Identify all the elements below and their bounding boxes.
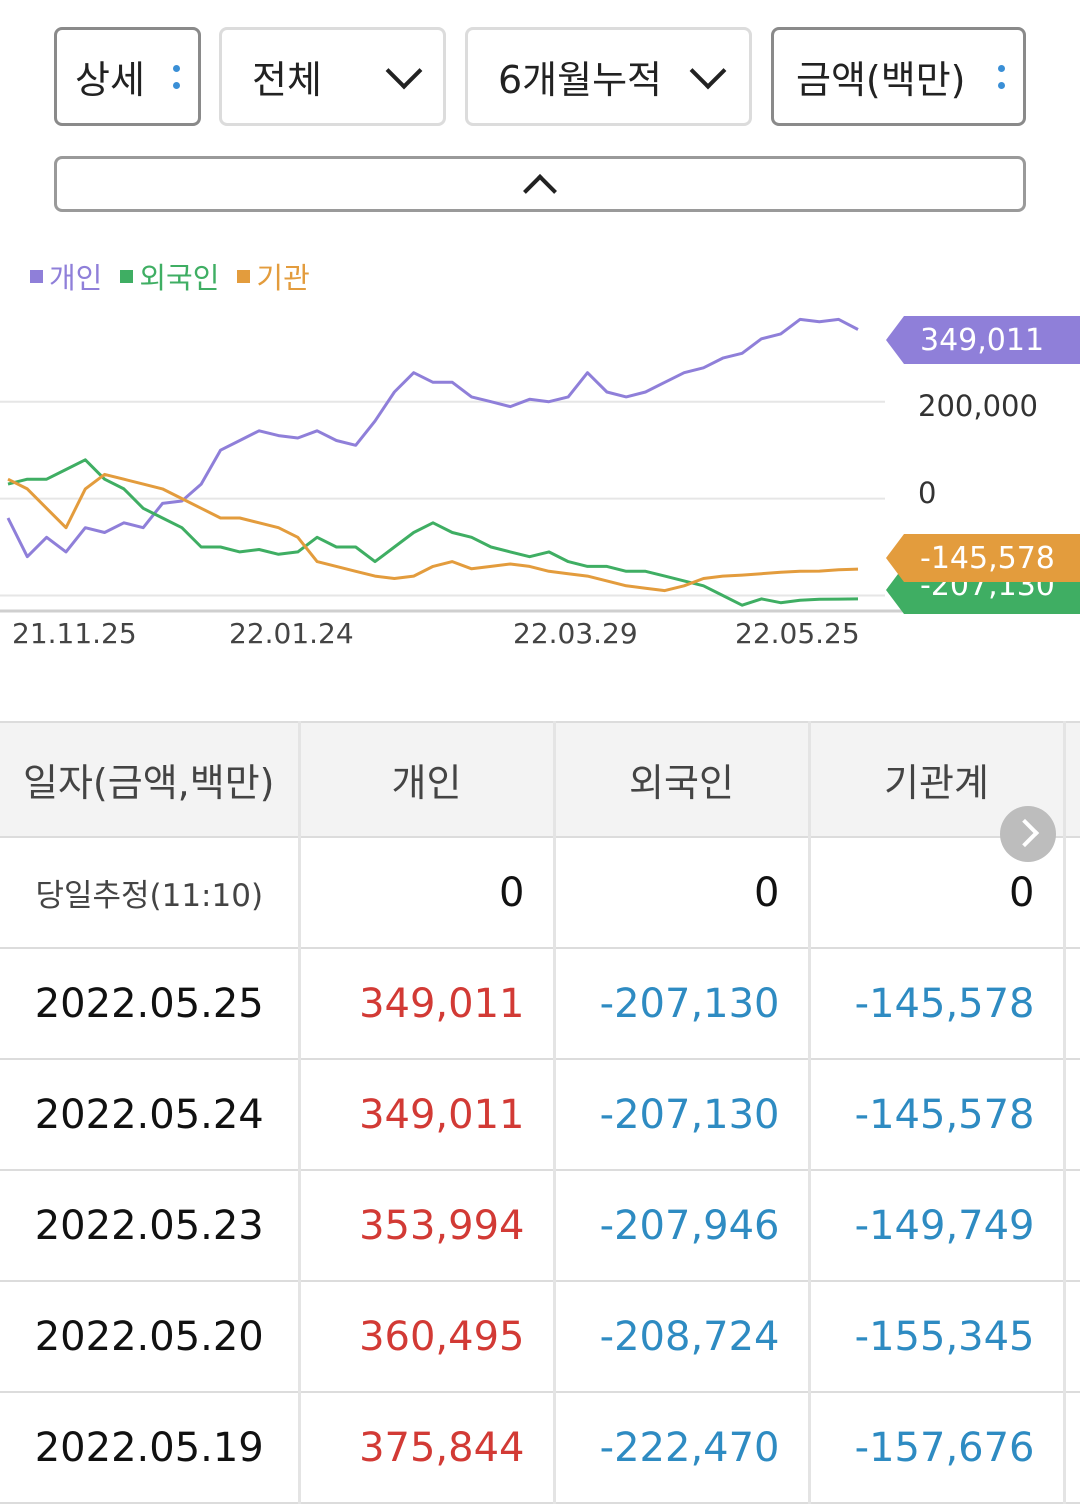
row-individual: 360,495 <box>299 1281 556 1393</box>
row-foreign: -222,470 <box>554 1392 811 1504</box>
chevron-down-icon <box>689 52 727 89</box>
unit-select-label: 금액(백만) <box>796 58 966 102</box>
legend-swatch <box>237 269 251 283</box>
table-row: 2022.05.19 375,844 -222,470 -157,676 <box>0 1392 1080 1504</box>
overflow-cell <box>1064 948 1080 1060</box>
estimate-label: 당일추정(11:10) <box>0 837 301 949</box>
institution-end-label: -145,578 <box>886 534 1080 582</box>
table-header-row: 일자(금액,백만) 개인 외국인 기관계 <box>0 721 1080 838</box>
header-foreign: 외국인 <box>554 721 811 838</box>
row-date: 2022.05.25 <box>0 948 301 1060</box>
overflow-cell <box>1064 1281 1080 1393</box>
table-row: 2022.05.23 353,994 -207,946 -149,749 <box>0 1170 1080 1282</box>
row-individual: 375,844 <box>299 1392 556 1504</box>
series-line <box>6 317 859 559</box>
overflow-cell <box>1064 1170 1080 1282</box>
legend-label: 외국인 <box>139 261 220 295</box>
period-select-label: 6개월누적 <box>498 58 663 102</box>
legend-label: 개인 <box>49 261 103 295</box>
header-overflow <box>1064 721 1080 838</box>
row-institution: -155,345 <box>809 1281 1066 1393</box>
more-dots-icon <box>998 64 1005 89</box>
row-institution: -145,578 <box>809 948 1066 1060</box>
overflow-cell <box>1064 837 1080 949</box>
collapse-chart-button[interactable] <box>54 156 1026 212</box>
view-select-label: 상세 <box>75 58 145 102</box>
chevron-down-icon <box>385 52 423 89</box>
view-select[interactable]: 상세 <box>54 27 201 126</box>
table-row: 2022.05.24 349,011 -207,130 -145,578 <box>0 1059 1080 1171</box>
table-row-estimate: 당일추정(11:10) 0 0 0 <box>0 837 1080 949</box>
series-line <box>7 472 859 593</box>
chart-legend: 개인 외국인 기관 <box>30 255 310 297</box>
legend-swatch <box>30 269 43 283</box>
legend-swatch <box>120 269 134 283</box>
legend-item: 외국인 <box>120 255 219 297</box>
overflow-cell <box>1064 1392 1080 1504</box>
row-foreign: -207,130 <box>554 948 811 1060</box>
series-line <box>7 458 859 607</box>
legend-label: 기관 <box>256 261 310 295</box>
table-row: 2022.05.25 349,011 -207,130 -145,578 <box>0 948 1080 1060</box>
row-institution: -145,578 <box>809 1059 1066 1171</box>
more-dots-icon <box>173 64 180 89</box>
row-individual: 353,994 <box>299 1170 556 1282</box>
y-tick-label: 200,000 <box>918 389 1038 423</box>
row-individual: 349,011 <box>299 1059 556 1171</box>
overflow-cell <box>1064 1059 1080 1171</box>
investor-trend-chart <box>0 317 1080 613</box>
row-individual: 349,011 <box>299 948 556 1060</box>
investor-table: 일자(금액,백만) 개인 외국인 기관계 당일추정(11:10) 0 0 0 2… <box>0 721 1080 1504</box>
row-foreign: -207,946 <box>554 1170 811 1282</box>
x-tick-label: 22.05.25 <box>735 617 860 650</box>
table-row: 2022.05.20 360,495 -208,724 -155,345 <box>0 1281 1080 1393</box>
legend-item: 개인 <box>30 255 102 297</box>
individual-end-label: 349,011 <box>886 316 1080 364</box>
scope-select[interactable]: 전체 <box>219 27 446 126</box>
chevron-up-icon <box>523 174 557 208</box>
row-institution: -149,749 <box>809 1170 1066 1282</box>
header-date: 일자(금액,백만) <box>0 721 301 838</box>
y-tick-label: 0 <box>918 476 937 510</box>
header-individual: 개인 <box>299 721 556 838</box>
scope-select-label: 전체 <box>252 58 322 102</box>
row-foreign: -208,724 <box>554 1281 811 1393</box>
legend-item: 기관 <box>237 255 310 297</box>
x-tick-label: 22.03.29 <box>513 617 638 650</box>
period-select[interactable]: 6개월누적 <box>465 27 752 126</box>
estimate-foreign: 0 <box>554 837 811 949</box>
row-date: 2022.05.20 <box>0 1281 301 1393</box>
row-date: 2022.05.23 <box>0 1170 301 1282</box>
estimate-individual: 0 <box>299 837 556 949</box>
row-date: 2022.05.19 <box>0 1392 301 1504</box>
row-foreign: -207,130 <box>554 1059 811 1171</box>
scroll-right-button[interactable] <box>1000 806 1056 862</box>
row-institution: -157,676 <box>809 1392 1066 1504</box>
row-date: 2022.05.24 <box>0 1059 301 1171</box>
x-tick-label: 21.11.25 <box>12 617 137 650</box>
unit-select[interactable]: 금액(백만) <box>771 27 1026 126</box>
x-tick-label: 22.01.24 <box>229 617 354 650</box>
